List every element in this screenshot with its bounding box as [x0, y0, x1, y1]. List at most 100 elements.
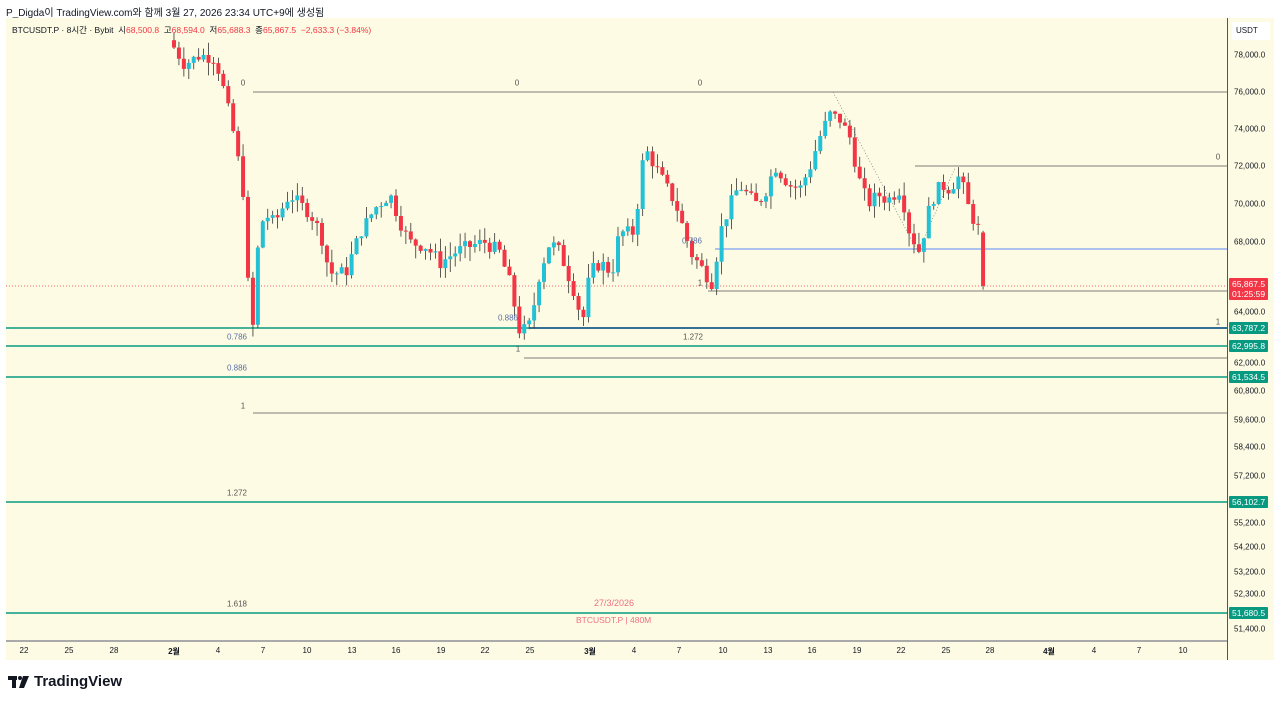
candle-down	[842, 122, 847, 126]
candle-up	[635, 209, 640, 235]
candle-down	[778, 172, 783, 179]
candle-up	[823, 120, 828, 137]
candle-down	[300, 195, 305, 203]
time-tick: 25	[941, 646, 951, 655]
time-tick: 22	[896, 646, 906, 655]
candle-down	[650, 151, 655, 167]
candle-down	[966, 182, 971, 205]
candle-down	[517, 306, 522, 334]
candle-up	[734, 190, 739, 196]
candle-up	[956, 176, 961, 190]
candle-up	[551, 242, 556, 248]
watermark-date: 27/3/2026	[594, 598, 635, 608]
candle-up	[887, 197, 892, 203]
candle-down	[852, 137, 857, 167]
candle-down	[838, 113, 842, 123]
candle-up	[423, 248, 428, 251]
fib-label: 1.618	[226, 599, 248, 609]
candle-up	[620, 231, 625, 237]
candle-up	[448, 256, 453, 260]
tradingview-logo: TradingView	[8, 673, 122, 690]
candle-up	[808, 169, 813, 178]
candle-down	[196, 56, 201, 60]
high-value: 68,594.0	[171, 25, 205, 35]
chart-plot-area[interactable]: BTCUSDT.P · 8시간 · Bybit 시68,500.8 고68,59…	[6, 18, 1227, 640]
candle-up	[936, 181, 941, 205]
candle-up	[542, 263, 546, 282]
candle-up	[369, 214, 374, 219]
candle-down	[566, 265, 571, 282]
candle-down	[783, 178, 788, 186]
candle-down	[882, 196, 887, 203]
candle-up	[384, 202, 389, 207]
candle-down	[916, 244, 921, 252]
candle-up	[897, 195, 902, 200]
candle-up	[453, 253, 458, 257]
candle-up	[443, 259, 448, 269]
candle-up	[522, 324, 527, 334]
candle-down	[305, 202, 310, 218]
candle-up	[640, 160, 645, 210]
fib-label: 1	[240, 401, 246, 411]
candle-up	[295, 195, 300, 201]
candle-down	[487, 242, 492, 252]
candle-up	[601, 261, 606, 271]
time-tick: 4	[1091, 646, 1097, 655]
level-price-label: 63,787.2	[1229, 322, 1269, 334]
candle-down	[704, 265, 709, 283]
candle-up	[591, 263, 596, 278]
candle-down	[394, 195, 398, 216]
fib-label: 0	[697, 78, 703, 88]
candle-up	[645, 151, 650, 161]
candle-up	[537, 281, 542, 306]
price-tick: 64,000.0	[1234, 307, 1266, 317]
current-price-label: 65,867.5 01:25:59	[1229, 278, 1269, 300]
price-tick: 78,000.0	[1234, 50, 1266, 60]
candle-up	[768, 176, 773, 197]
time-tick: 10	[302, 646, 312, 655]
candle-down	[241, 156, 246, 197]
candle-up	[379, 206, 384, 208]
fib-label: 0	[240, 78, 246, 88]
price-tick: 60,800.0	[1234, 386, 1266, 396]
candle-down	[680, 210, 685, 224]
candle-down	[236, 131, 241, 157]
candle-up	[492, 241, 497, 252]
candle-down	[206, 54, 211, 63]
chart-canvas	[6, 32, 1227, 614]
price-tick: 55,200.0	[1234, 518, 1266, 528]
candle-up	[463, 241, 468, 247]
candle-down	[961, 176, 966, 183]
candle-up	[739, 189, 744, 191]
candle-up	[339, 267, 344, 274]
candle-down	[329, 262, 334, 274]
candle-down	[398, 215, 403, 231]
time-axis[interactable]: 22 25 28 2월 4 7 10 13 16 19 22 25 3월 4 7 10 13 16 19 22 25 28…	[6, 640, 1227, 660]
candle-up	[586, 277, 591, 318]
candle-down	[655, 166, 660, 168]
candle-up	[389, 195, 394, 203]
candle-down	[482, 239, 487, 243]
candle-down	[413, 239, 418, 246]
candle-down	[867, 188, 872, 207]
candle-down	[428, 248, 433, 253]
candle-up	[280, 208, 285, 218]
price-tick: 76,000.0	[1234, 87, 1266, 97]
candle-down	[468, 241, 472, 247]
price-tick: 54,200.0	[1234, 542, 1266, 552]
currency-unit[interactable]: USDT	[1232, 22, 1270, 40]
price-axis[interactable]: USDT 78,000.0 76,000.0 74,000.0 72,000.0 70,…	[1227, 18, 1274, 660]
candle-down	[324, 245, 329, 263]
candle-down	[403, 230, 408, 232]
candle-up	[828, 111, 833, 121]
candle-down	[981, 232, 986, 286]
time-tick: 7	[1136, 646, 1142, 655]
candle-up	[931, 204, 936, 206]
candle-down	[759, 201, 764, 203]
time-tick: 2월	[168, 647, 180, 656]
time-tick: 25	[525, 646, 535, 655]
fib-label: 0.786	[681, 236, 703, 246]
candle-up	[334, 273, 339, 275]
time-tick: 19	[852, 646, 862, 655]
open-label: 시	[118, 25, 127, 35]
